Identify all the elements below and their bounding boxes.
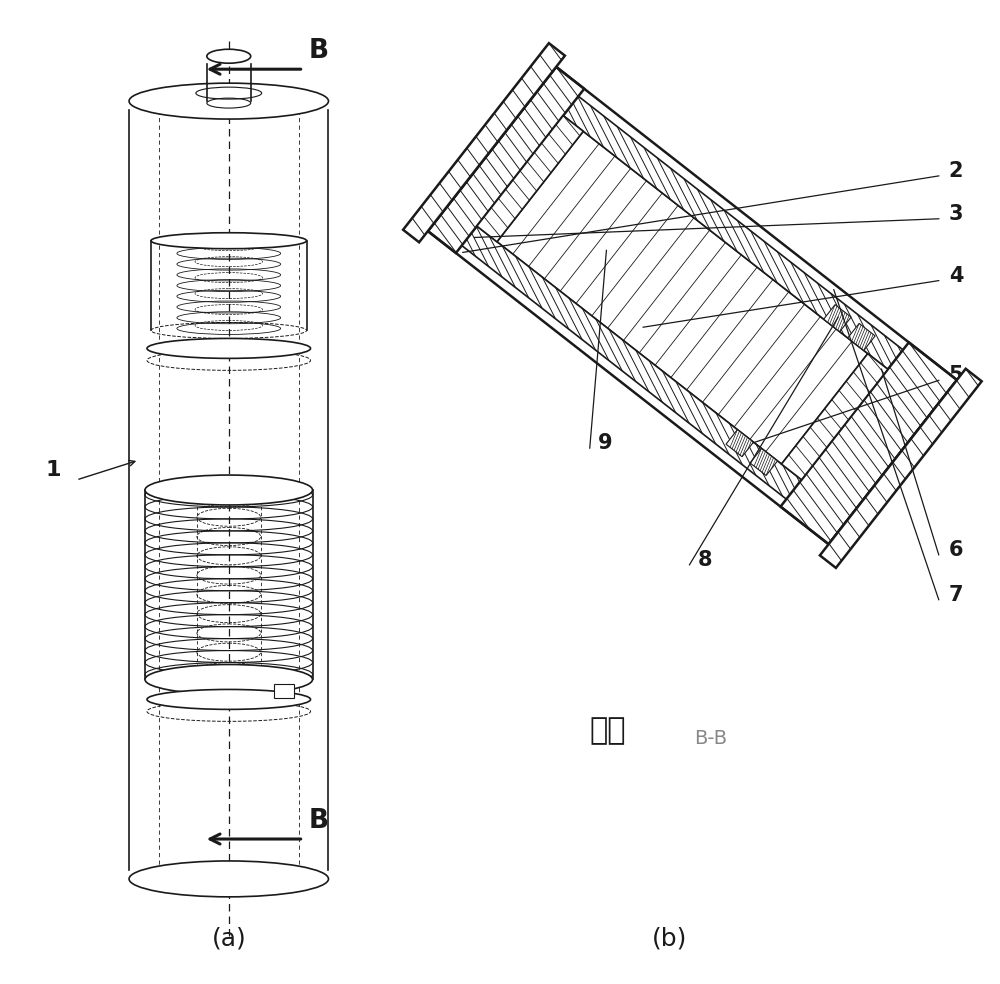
Ellipse shape [129, 861, 328, 896]
Polygon shape [560, 181, 662, 303]
Polygon shape [592, 206, 694, 329]
Polygon shape [848, 324, 875, 350]
Bar [274, 685, 294, 699]
Polygon shape [655, 255, 757, 378]
Polygon shape [781, 342, 957, 544]
Text: 6: 6 [949, 540, 963, 560]
Polygon shape [434, 205, 850, 536]
Text: 7: 7 [949, 584, 963, 605]
Polygon shape [726, 430, 753, 457]
Text: B: B [308, 808, 329, 834]
Polygon shape [529, 156, 631, 278]
Polygon shape [403, 43, 565, 242]
Text: 4: 4 [949, 266, 963, 285]
Text: (a): (a) [211, 927, 246, 951]
Polygon shape [824, 305, 851, 332]
Polygon shape [750, 449, 777, 475]
Text: 5: 5 [949, 365, 963, 386]
Polygon shape [535, 75, 951, 406]
Text: B: B [308, 38, 329, 64]
Polygon shape [497, 131, 868, 464]
Ellipse shape [145, 475, 313, 505]
Polygon shape [750, 329, 852, 452]
Text: (b): (b) [652, 927, 687, 951]
Text: 1: 1 [46, 461, 61, 480]
Polygon shape [477, 116, 583, 242]
Ellipse shape [129, 84, 328, 119]
Polygon shape [428, 67, 584, 253]
Ellipse shape [147, 690, 311, 709]
Ellipse shape [147, 338, 311, 358]
Ellipse shape [196, 88, 262, 99]
Text: 8: 8 [697, 550, 712, 570]
Polygon shape [781, 353, 888, 480]
Text: 3: 3 [949, 204, 963, 223]
Polygon shape [820, 369, 982, 568]
Polygon shape [497, 131, 599, 254]
Polygon shape [623, 230, 726, 353]
Polygon shape [687, 279, 789, 402]
Ellipse shape [145, 664, 313, 695]
Polygon shape [718, 304, 820, 427]
Text: 9: 9 [598, 433, 612, 454]
Ellipse shape [207, 49, 251, 63]
Text: 剪面: 剪面 [590, 716, 626, 745]
Text: 2: 2 [949, 161, 963, 181]
Ellipse shape [151, 233, 307, 249]
Text: B-B: B-B [694, 729, 728, 748]
